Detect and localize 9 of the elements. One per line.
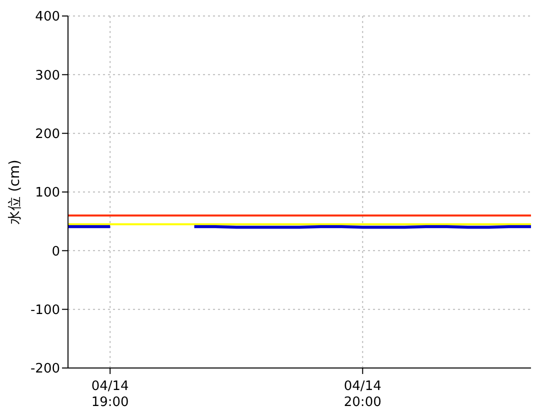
- y-tick-label: 0: [52, 244, 60, 260]
- y-tick-label: 200: [35, 126, 60, 142]
- y-tick-label: -200: [30, 362, 60, 377]
- y-tick-label: 400: [35, 10, 60, 25]
- y-tick-label: 100: [35, 186, 60, 201]
- y-tick-label: -100: [30, 302, 60, 318]
- x-tick-label: 04/14 20:00: [344, 379, 382, 410]
- x-tick-label: 04/14 19:00: [91, 379, 129, 410]
- y-tick-label: 300: [35, 68, 60, 84]
